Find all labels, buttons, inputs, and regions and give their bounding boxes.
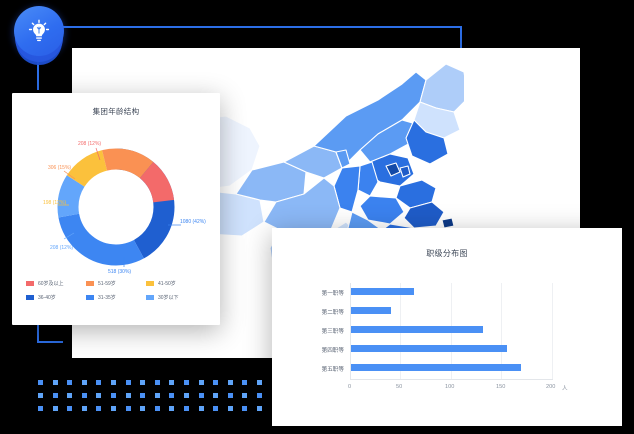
bar-row-3[interactable] [351,326,483,333]
donut-label-51-59: 306 (15%) [48,165,72,171]
dot-row [38,393,278,398]
donut-legend: 60岁及以上 51-59岁 41-50岁 36-40岁 31 [26,280,208,308]
xtick-100: 100 [445,384,455,390]
bar-category-1: 第一职等 [321,291,344,297]
xtick-50: 50 [396,384,403,390]
donut-label-31-35: 518 (30%) [108,269,132,275]
legend-label-51-59: 51-59岁 [98,281,116,287]
dot-row [38,380,278,385]
bar-row-4[interactable] [351,345,507,352]
legend-label-41-50: 41-50岁 [158,281,176,287]
donut-segment-31-35 [57,148,175,266]
decorative-dot-grid [38,380,278,422]
age-structure-card: 集团年龄结构 [12,93,220,325]
bar-category-4: 第四职等 [321,348,344,354]
bar-category-3: 第三职等 [321,329,344,335]
connector-line-top-horizontal [37,26,462,28]
xtick-0: 0 [348,384,352,390]
lightbulb-badge [13,5,65,67]
legend-label-under-30: 30岁以下 [158,295,179,301]
legend-swatch-36-40 [26,295,34,300]
gridline-150 [501,283,502,379]
donut-chart-title: 集团年龄结构 [92,107,140,116]
xtick-150: 150 [496,384,506,390]
xaxis-unit-label: 人 [562,386,568,392]
legend-item-41-50[interactable]: 41-50岁 [146,280,206,287]
bar-row-5[interactable] [351,364,522,371]
axis-y-line [350,283,351,379]
connector-line-bottom-vertical [37,325,39,342]
legend-item-under-30[interactable]: 30岁以下 [146,294,206,301]
bar-chart-title: 职级分布图 [426,249,468,258]
donut-label-41-50: 198 (12%) [43,200,67,206]
legend-swatch-under-30 [146,295,154,300]
donut-label-60-plus: 208 (12%) [78,141,102,147]
donut-chart: 1080 (42%) 518 (30%) 208 (12%) 198 (12%)… [12,117,220,277]
donut-label-under-30: 208 (12%) [50,245,74,251]
bar-category-5: 第五职等 [321,367,344,373]
legend-swatch-41-50 [146,281,154,286]
bar-category-2: 第二职等 [321,310,344,316]
legend-item-60-plus[interactable]: 60岁及以上 [26,280,86,287]
dot-row [38,406,278,411]
bar-row-2[interactable] [351,307,391,314]
donut-segment-under-30 [57,148,175,266]
legend-item-31-35[interactable]: 31-35岁 [86,294,146,301]
legend-swatch-60-plus [26,281,34,286]
legend-label-31-35: 31-35岁 [98,295,116,301]
connector-line-top-vertical [460,26,462,49]
legend-label-60-plus: 60岁及以上 [38,281,64,287]
legend-swatch-51-59 [86,281,94,286]
xtick-200: 200 [546,384,556,390]
donut-label-36-40: 1080 (42%) [180,219,206,225]
bar-chart: 第一职等 第二职等 第三职等 第四职等 第五职等 0 50 100 150 20… [272,228,622,426]
legend-item-36-40[interactable]: 36-40岁 [26,294,86,301]
legend-label-36-40: 36-40岁 [38,295,56,301]
legend-item-51-59[interactable]: 51-59岁 [86,280,146,287]
connector-line-badge-vertical [37,60,39,90]
badge-circle[interactable] [14,6,64,56]
axis-x-line [350,379,553,380]
legend-swatch-31-35 [86,295,94,300]
lightbulb-icon [28,19,50,42]
gridline-200 [552,283,553,379]
bar-row-1[interactable] [351,288,414,295]
donut-segment-51-59 [57,148,175,266]
connector-line-bottom-horizontal [37,341,63,343]
rank-distribution-card: 职级分布图 第一职等 第二职等 第三职等 第四职等 第五职等 0 50 10 [272,228,622,426]
donut-chart-svg [57,147,181,267]
